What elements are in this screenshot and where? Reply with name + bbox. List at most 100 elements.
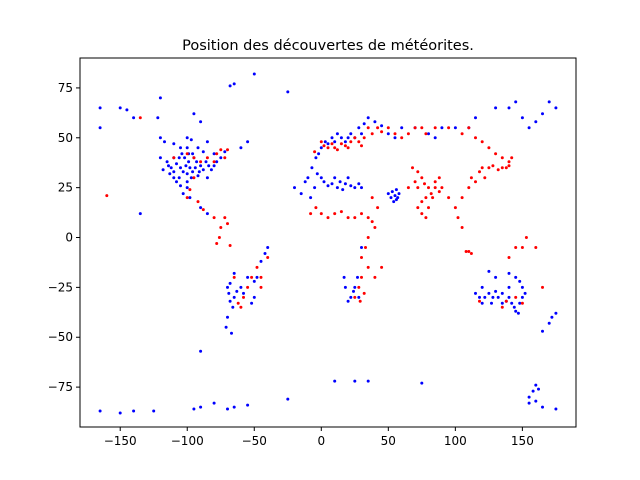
meteorite-point: [420, 126, 424, 130]
meteorite-point: [180, 152, 184, 156]
meteorite-point: [239, 285, 243, 289]
meteorite-point: [232, 275, 236, 279]
meteorite-point: [397, 192, 401, 196]
meteorite-point: [189, 138, 193, 142]
meteorite-point: [400, 126, 404, 130]
meteorite-point: [125, 108, 129, 112]
meteorite-point: [360, 212, 363, 216]
meteorite-point: [507, 160, 511, 164]
meteorite-point: [494, 152, 498, 156]
meteorite-point: [201, 150, 205, 154]
meteorite-point: [326, 146, 330, 150]
meteorite-point: [132, 409, 136, 413]
meteorite-point: [366, 236, 370, 239]
meteorite-point: [313, 186, 317, 190]
meteorite-point: [201, 208, 205, 212]
meteorite-point: [390, 190, 394, 194]
meteorite-point: [322, 144, 326, 148]
meteorite-point: [299, 192, 303, 196]
meteorite-point: [424, 132, 428, 136]
meteorite-point: [215, 152, 219, 156]
meteorite-point: [228, 244, 232, 247]
meteorite-point: [416, 186, 420, 190]
meteorite-point: [259, 285, 263, 289]
y-tick-label: 50: [58, 131, 73, 145]
meteorite-point: [185, 180, 189, 184]
meteorite-point: [424, 216, 428, 220]
y-tick-label: 75: [58, 81, 73, 95]
meteorite-point: [507, 271, 511, 275]
meteorite-point: [360, 256, 363, 259]
meteorite-point: [356, 275, 359, 279]
meteorite-point: [427, 132, 430, 136]
meteorite-point: [460, 196, 464, 200]
meteorite-point: [366, 379, 370, 383]
meteorite-point: [205, 176, 209, 180]
y-tick-label: −50: [48, 330, 73, 344]
meteorite-point: [339, 142, 343, 146]
meteorite-point: [362, 122, 366, 126]
meteorite-point: [456, 216, 460, 220]
meteorite-point: [400, 136, 404, 140]
meteorite-point: [520, 116, 524, 120]
meteorite-point: [392, 200, 396, 204]
meteorite-point: [179, 166, 182, 170]
meteorite-point: [353, 136, 357, 140]
meteorite-point: [118, 411, 122, 415]
meteorite-point: [353, 379, 357, 383]
y-tick-label: −25: [48, 280, 73, 294]
meteorite-point: [474, 180, 477, 184]
meteorite-point: [490, 301, 493, 305]
meteorite-point: [319, 176, 323, 180]
meteorite-point: [223, 216, 227, 220]
y-tick-label: 25: [58, 181, 73, 195]
meteorite-point: [358, 299, 362, 303]
meteorite-point: [236, 301, 240, 305]
meteorite-point: [440, 126, 444, 130]
meteorite-point: [246, 275, 250, 279]
meteorite-point: [228, 299, 232, 303]
meteorite-point: [156, 116, 160, 120]
meteorite-point: [205, 212, 209, 216]
meteorite-point: [516, 311, 520, 315]
meteorite-point: [423, 182, 426, 186]
meteorite-point: [520, 285, 524, 289]
meteorite-point: [335, 148, 339, 152]
meteorite-point: [460, 226, 464, 229]
meteorite-point: [424, 196, 428, 200]
x-tick-label: 50: [381, 434, 396, 448]
meteorite-point: [263, 252, 267, 255]
meteorite-point: [191, 152, 195, 156]
meteorite-point: [370, 132, 374, 136]
meteorite-point: [179, 184, 182, 188]
meteorite-point: [219, 148, 223, 152]
meteorite-point: [333, 176, 337, 180]
meteorite-point: [105, 194, 109, 198]
meteorite-point: [226, 315, 229, 319]
meteorite-point: [433, 180, 437, 184]
meteorite-point: [199, 206, 203, 210]
meteorite-point: [184, 164, 188, 168]
meteorite-point: [326, 184, 330, 188]
meteorite-point: [357, 126, 361, 130]
meteorite-point: [494, 106, 498, 110]
meteorite-point: [437, 176, 441, 180]
meteorite-point: [163, 140, 166, 144]
meteorite-point: [514, 246, 518, 249]
meteorite-point: [317, 152, 321, 156]
meteorite-point: [453, 206, 457, 210]
meteorite-point: [228, 281, 232, 285]
meteorite-point: [487, 291, 491, 295]
meteorite-point: [199, 120, 203, 124]
meteorite-point: [416, 206, 420, 210]
points-layer: [98, 72, 558, 415]
meteorite-point: [239, 305, 243, 309]
meteorite-point: [232, 405, 236, 409]
meteorite-point: [330, 182, 334, 186]
meteorite-point: [453, 126, 457, 130]
meteorite-point: [507, 256, 511, 259]
meteorite-point: [242, 295, 245, 299]
meteorite-point: [393, 132, 397, 136]
meteorite-point: [310, 166, 314, 170]
